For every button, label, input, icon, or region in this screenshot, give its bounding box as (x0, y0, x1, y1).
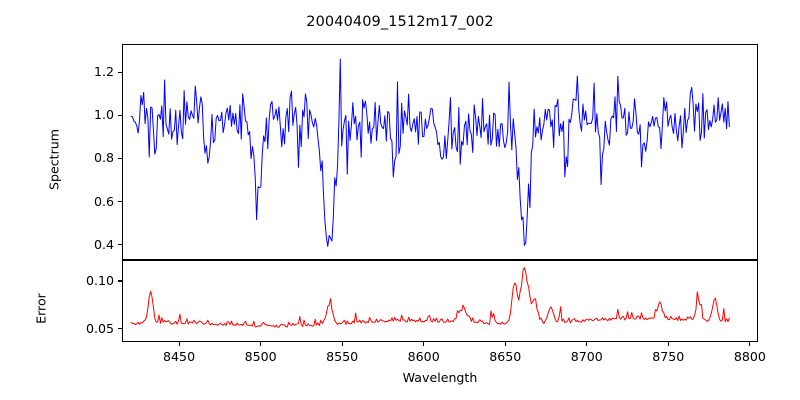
x-tick-mark (667, 342, 669, 346)
x-tick-mark (586, 342, 588, 346)
x-tick-label: 8700 (570, 349, 603, 364)
y-tick-label-spectrum: 0.6 (93, 193, 114, 209)
x-tick-label: 8500 (244, 349, 277, 364)
error-data-line (130, 267, 730, 328)
error-plot-panel (122, 260, 758, 342)
y-tick-mark-spectrum (118, 201, 122, 203)
x-tick-mark (260, 342, 262, 346)
x-tick-label: 8450 (163, 349, 196, 364)
y-tick-mark-error (118, 328, 122, 330)
y-tick-mark-spectrum (118, 244, 122, 246)
x-tick-mark (178, 342, 180, 346)
y-tick-label-spectrum: 0.8 (93, 150, 114, 166)
error-trace-canvas (130, 267, 730, 328)
spectrum-trace-canvas (130, 58, 730, 247)
x-tick-mark (504, 342, 506, 346)
x-tick-mark (341, 342, 343, 346)
y-tick-mark-spectrum (118, 157, 122, 160)
x-axis-label-wavelength: Wavelength (402, 370, 478, 385)
x-tick-label: 8750 (652, 349, 685, 364)
x-tick-label: 8550 (326, 349, 359, 364)
y-tick-label-error: 0.10 (85, 272, 114, 288)
x-tick-label: 8650 (489, 349, 522, 364)
page-title: 20040409_1512m17_002 (306, 14, 494, 30)
y-tick-mark-spectrum (118, 114, 122, 116)
x-tick-mark (423, 342, 425, 346)
y-tick-label-error: 0.05 (85, 320, 114, 336)
x-tick-label: 8800 (733, 349, 766, 364)
spectrum-data-line (130, 58, 730, 247)
y-tick-label-spectrum: 0.4 (93, 236, 114, 252)
x-tick-label: 8600 (407, 349, 440, 364)
y-axis-label-error: Error (33, 293, 49, 324)
spectrum-plot-panel (122, 44, 758, 260)
x-tick-mark (749, 342, 751, 346)
y-tick-mark-spectrum (118, 71, 122, 73)
y-tick-label-spectrum: 1.0 (93, 107, 114, 123)
y-tick-label-spectrum: 1.2 (93, 64, 114, 80)
y-tick-mark-error (118, 280, 122, 282)
y-axis-label-spectrum: Spectrum (46, 128, 62, 191)
